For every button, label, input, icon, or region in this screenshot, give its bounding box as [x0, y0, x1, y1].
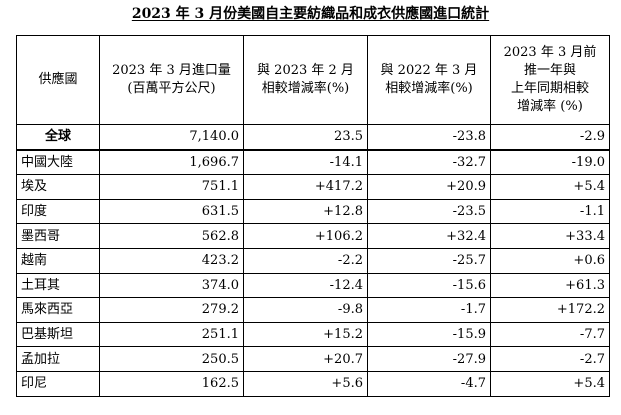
mom-change-cell: +5.6 [243, 370, 368, 397]
yoy-change-cell: -1.7 [367, 297, 491, 323]
header-mom-change: 與 2023 年 2 月相較增減率(%) [243, 35, 368, 125]
import-volume-cell: 251.1 [99, 321, 244, 348]
trailing-change-cell: -1.1 [490, 198, 610, 225]
import-volume-cell: 7,140.0 [99, 123, 244, 151]
header-line: 相較增減率(%) [261, 81, 350, 96]
header-line: 供應國 [38, 72, 78, 87]
table-header: 供應國 2023 年 3 月進口量 (百萬平方公尺) 與 2023 年 2 月相較增減… [16, 35, 610, 125]
document-title: 2023 年 3 月份美國自主要紡織品和成衣供應國進口統計 [131, 6, 490, 22]
header-line: 與 2022 年 3 月 [380, 63, 478, 78]
supplier-cell: 巴基斯坦 [16, 321, 100, 348]
header-line: 相較增減率(%) [385, 81, 473, 96]
mom-change-cell: +20.7 [243, 346, 368, 372]
supplier-cell: 馬來西亞 [16, 297, 100, 323]
trailing-change-cell: +61.3 [490, 272, 610, 299]
yoy-change-cell: -4.7 [367, 370, 491, 397]
import-volume-cell: 562.8 [99, 223, 244, 249]
supplier-cell: 孟加拉 [16, 346, 100, 372]
header-line: 上年同期相較 [510, 81, 589, 96]
import-volume-cell: 162.5 [99, 370, 244, 397]
supplier-cell: 埃及 [16, 174, 100, 200]
yoy-change-cell: -32.7 [367, 149, 491, 176]
table-row: 埃及 751.1 +417.2 +20.9 +5.4 [16, 174, 610, 200]
trailing-change-cell: +0.6 [490, 247, 610, 274]
yoy-change-cell: -23.8 [367, 123, 491, 151]
table-row: 越南 423.2 -2.2 -25.7 +0.6 [16, 247, 610, 274]
table-row: 印尼 162.5 +5.6 -4.7 +5.4 [16, 370, 610, 397]
trailing-change-cell: -19.0 [490, 149, 610, 176]
header-import-volume: 2023 年 3 月進口量 (百萬平方公尺) [99, 35, 244, 125]
table-row: 孟加拉 250.5 +20.7 -27.9 -2.7 [16, 346, 610, 372]
header-line: 增減率 (%) [517, 99, 583, 114]
import-volume-cell: 250.5 [99, 346, 244, 372]
trailing-change-cell: +172.2 [490, 297, 610, 323]
import-volume-cell: 423.2 [99, 247, 244, 274]
import-statistics-table: 供應國 2023 年 3 月進口量 (百萬平方公尺) 與 2023 年 2 月相較增減… [16, 35, 610, 397]
header-line: 2023 年 3 月前 [503, 45, 597, 60]
mom-change-cell: -9.8 [243, 297, 368, 323]
import-volume-cell: 374.0 [99, 272, 244, 299]
header-line: (百萬平方公尺) [127, 81, 216, 96]
table-row: 中國大陸 1,696.7 -14.1 -32.7 -19.0 [16, 149, 610, 176]
supplier-cell: 印尼 [16, 370, 100, 397]
yoy-change-cell: -27.9 [367, 346, 491, 372]
header-row: 供應國 2023 年 3 月進口量 (百萬平方公尺) 與 2023 年 2 月相較增減… [16, 35, 610, 125]
supplier-cell: 墨西哥 [16, 223, 100, 249]
import-volume-cell: 1,696.7 [99, 149, 244, 176]
table-body: 全球 7,140.0 23.5 -23.8 -2.9 中國大陸 1,696.7 -14.1 -3… [16, 123, 610, 397]
mom-change-cell: +417.2 [243, 174, 368, 200]
table-row: 土耳其 374.0 -12.4 -15.6 +61.3 [16, 272, 610, 299]
mom-change-cell: +15.2 [243, 321, 368, 348]
trailing-change-cell: +5.4 [490, 174, 610, 200]
trailing-change-cell: +33.4 [490, 223, 610, 249]
supplier-cell: 全球 [16, 123, 100, 151]
header-line: 推一年與 [523, 63, 576, 78]
supplier-cell: 越南 [16, 247, 100, 274]
mom-change-cell: 23.5 [243, 123, 368, 151]
yoy-change-cell: -25.7 [367, 247, 491, 274]
supplier-cell: 中國大陸 [16, 149, 100, 176]
header-trailing-change: 2023 年 3 月前 推一年與上年同期相較 增減率 (%) [490, 35, 610, 125]
mom-change-cell: -2.2 [243, 247, 368, 274]
trailing-change-cell: -2.9 [490, 123, 610, 151]
header-supplier: 供應國 [16, 35, 100, 125]
mom-change-cell: +106.2 [243, 223, 368, 249]
import-volume-cell: 279.2 [99, 297, 244, 323]
trailing-change-cell: +5.4 [490, 370, 610, 397]
yoy-change-cell: -23.5 [367, 198, 491, 225]
supplier-cell: 印度 [16, 198, 100, 225]
total-row: 全球 7,140.0 23.5 -23.8 -2.9 [16, 123, 610, 151]
mom-change-cell: -14.1 [243, 149, 368, 176]
import-volume-cell: 631.5 [99, 198, 244, 225]
table-row: 墨西哥 562.8 +106.2 +32.4 +33.4 [16, 223, 610, 249]
table-row: 巴基斯坦 251.1 +15.2 -15.9 -7.7 [16, 321, 610, 348]
table-row: 印度 631.5 +12.8 -23.5 -1.1 [16, 198, 610, 225]
yoy-change-cell: +20.9 [367, 174, 491, 200]
table-row: 馬來西亞 279.2 -9.8 -1.7 +172.2 [16, 297, 610, 323]
import-volume-cell: 751.1 [99, 174, 244, 200]
yoy-change-cell: +32.4 [367, 223, 491, 249]
trailing-change-cell: -7.7 [490, 321, 610, 348]
yoy-change-cell: -15.9 [367, 321, 491, 348]
mom-change-cell: +12.8 [243, 198, 368, 225]
trailing-change-cell: -2.7 [490, 346, 610, 372]
yoy-change-cell: -15.6 [367, 272, 491, 299]
mom-change-cell: -12.4 [243, 272, 368, 299]
header-line: 與 2023 年 2 月 [257, 63, 354, 78]
supplier-cell: 土耳其 [16, 272, 100, 299]
header-yoy-change: 與 2022 年 3 月相較增減率(%) [367, 35, 491, 125]
header-line: 2023 年 3 月進口量 [112, 63, 231, 78]
